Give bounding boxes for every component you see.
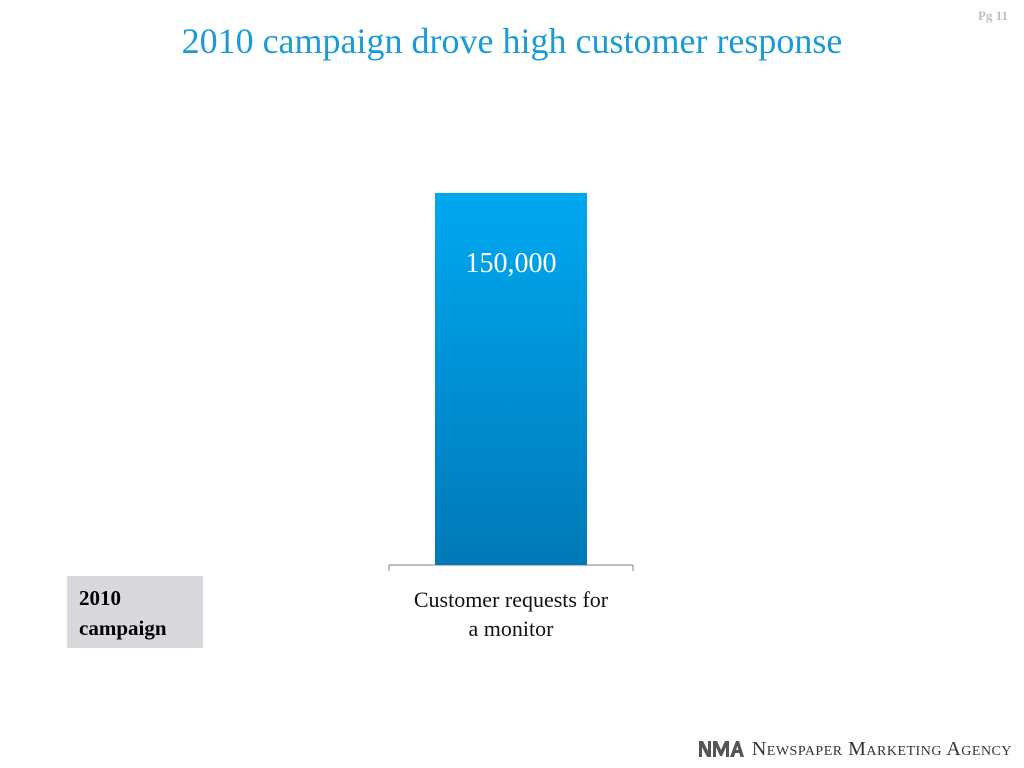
campaign-label-box: 2010 campaign — [67, 576, 203, 648]
bar-chart: 150,000 Customer requests for a monitor — [388, 193, 634, 641]
nma-logo-mark-icon — [698, 741, 744, 757]
brand-name: Newspaper Marketing Agency — [751, 737, 1012, 760]
page-number: Pg 11 — [978, 8, 1008, 23]
category-label: Customer requests for a monitor — [414, 587, 609, 641]
bar — [435, 193, 587, 565]
data-label: 150,000 — [466, 248, 557, 279]
slide-title: 2010 campaign drove high customer respon… — [181, 21, 843, 61]
brand-logo: Newspaper Marketing Agency — [698, 734, 1012, 764]
